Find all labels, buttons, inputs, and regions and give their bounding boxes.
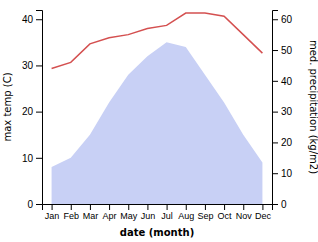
tick-mark — [36, 112, 42, 113]
tick: 0 — [272, 199, 287, 210]
tick-mark — [167, 204, 168, 210]
tick: Sep — [197, 204, 213, 221]
tick: 30 — [22, 60, 42, 71]
tick-label: 0 — [27, 199, 33, 210]
tick-mark — [52, 204, 53, 210]
x-axis: JanFeb Mar AprMayJun Jul AugSep OctNovDec — [43, 204, 273, 221]
tick-label: Nov — [236, 211, 253, 221]
tick-label: 10 — [22, 153, 34, 164]
tick-label: 30 — [22, 60, 34, 71]
tick: 20 — [272, 137, 293, 148]
tick-mark — [224, 204, 225, 210]
area — [52, 42, 263, 204]
tick: 60 — [272, 14, 293, 25]
y2-axis: 0 10 20 30 40 50 60 — [272, 11, 293, 210]
y-axis-title: max temp (C) — [2, 72, 13, 141]
tick-label: Dec — [255, 211, 272, 221]
tick: 10 — [272, 168, 293, 179]
tick: 50 — [272, 45, 293, 56]
tick-mark — [272, 19, 278, 20]
tick: Nov — [236, 204, 253, 221]
x-axis-title: date (month) — [120, 227, 194, 238]
tick: Jul — [161, 204, 173, 221]
tick-label: May — [120, 211, 138, 221]
axis-line — [36, 11, 43, 205]
tick-mark — [186, 204, 187, 210]
line — [52, 13, 263, 68]
tick-label: Feb — [63, 211, 79, 221]
tick-label: Apr — [103, 211, 117, 221]
tick: 20 — [22, 106, 42, 117]
y-axis: 0 10 20 30 40 — [22, 11, 43, 210]
tick: 10 — [22, 153, 42, 164]
y2-axis-title: med. precipitation (kg/m2) — [308, 40, 318, 174]
tick-label: Jun — [141, 211, 156, 221]
tick: 0 — [27, 199, 42, 210]
tick: Mar — [83, 204, 99, 221]
tick: Jun — [141, 204, 156, 221]
tick-label: Mar — [83, 211, 99, 221]
tick: Aug — [178, 204, 194, 221]
tick-label: 40 — [22, 14, 34, 25]
tick-mark — [272, 173, 278, 174]
tick-mark — [36, 158, 42, 159]
tick-label: 0 — [281, 199, 287, 210]
tick-label: 40 — [281, 76, 293, 87]
tick-mark — [71, 204, 72, 210]
tick: Dec — [255, 204, 272, 221]
tick-mark — [262, 204, 263, 210]
tick-label: 20 — [281, 137, 293, 148]
tick-mark — [272, 50, 278, 51]
tick-label: Jul — [161, 211, 173, 221]
tick: 40 — [272, 76, 293, 87]
tick-label: Aug — [178, 211, 194, 221]
tick-mark — [109, 204, 110, 210]
tick: Apr — [103, 204, 117, 221]
tick-mark — [272, 112, 278, 113]
tick-mark — [272, 142, 278, 143]
tick-mark — [128, 204, 129, 210]
tick: Jan — [45, 204, 60, 221]
tick-mark — [90, 204, 91, 210]
tick-mark — [205, 204, 206, 210]
tick-label: 60 — [281, 14, 293, 25]
tick-mark — [272, 81, 278, 82]
tick-mark — [36, 204, 42, 205]
tick: Feb — [63, 204, 79, 221]
tick-mark — [272, 204, 278, 205]
tick: May — [120, 204, 138, 221]
tick-label: 30 — [281, 106, 293, 117]
axis-line — [43, 205, 273, 211]
marks — [52, 13, 263, 204]
tick-label: Oct — [218, 211, 233, 221]
tick-label: Jan — [45, 211, 60, 221]
tick-mark — [36, 19, 42, 20]
tick-mark — [243, 204, 244, 210]
tick-label: Sep — [197, 211, 213, 221]
tick: Oct — [218, 204, 233, 221]
chart: JanFeb Mar AprMayJun Jul AugSep OctNovDec 0 10 2… — [0, 0, 318, 242]
tick-mark — [36, 65, 42, 66]
tick: 40 — [22, 14, 42, 25]
tick: 30 — [272, 106, 293, 117]
plot: JanFeb Mar AprMayJun Jul AugSep OctNovDec 0 10 2… — [22, 11, 293, 222]
tick-label: 50 — [281, 45, 293, 56]
tick-label: 20 — [22, 106, 34, 117]
tick-mark — [147, 204, 148, 210]
tick-label: 10 — [281, 168, 293, 179]
axis-line — [273, 11, 279, 205]
